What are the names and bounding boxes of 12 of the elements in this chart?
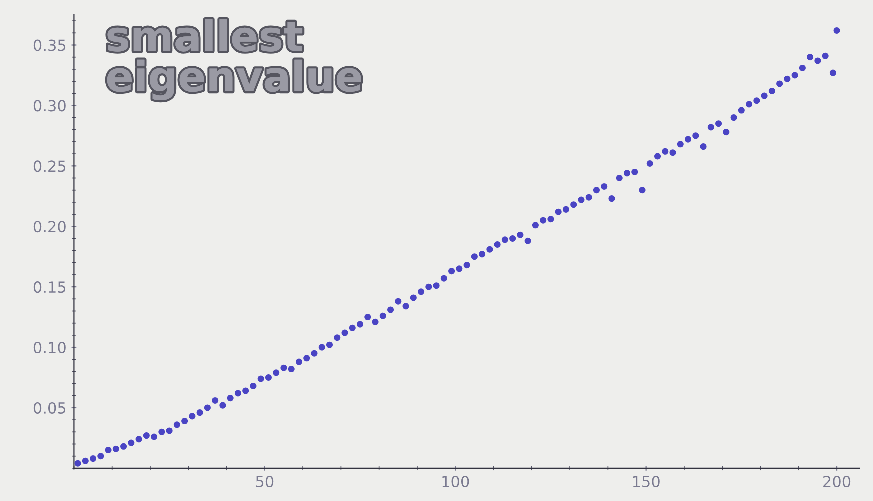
x-tick-label: 150 xyxy=(633,476,660,488)
x-tick-label: 200 xyxy=(824,476,851,488)
y-tick-label: 0.15 xyxy=(34,282,66,294)
y-tick-label: 0.30 xyxy=(34,100,66,112)
y-tick-label: 0.10 xyxy=(34,342,66,354)
y-tick-label: 0.20 xyxy=(34,221,66,233)
annotation: smallest eigenvalue xyxy=(107,20,362,101)
x-tick-label: 50 xyxy=(256,476,274,488)
y-tick-label: 0.25 xyxy=(34,160,66,172)
x-tick-label: 100 xyxy=(442,476,470,488)
y-tick-label: 0.05 xyxy=(34,402,66,414)
y-tick-label: 0.35 xyxy=(34,40,66,52)
